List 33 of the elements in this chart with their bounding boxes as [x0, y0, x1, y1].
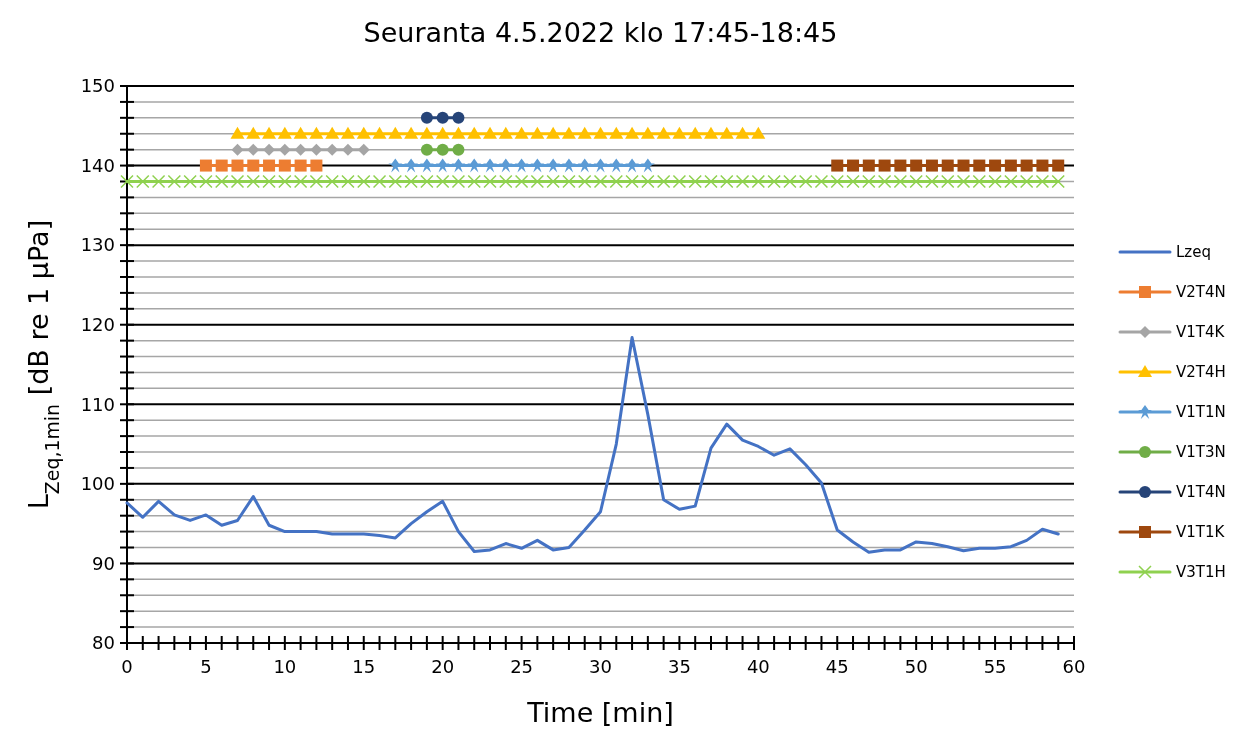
- y-tick-label: 120: [80, 314, 115, 336]
- x-tick-label: 15: [352, 656, 376, 677]
- y-tick-label: 140: [80, 154, 115, 176]
- y-tick-label: 90: [92, 552, 115, 574]
- x-tick-label: 20: [431, 656, 455, 677]
- x-tick-label: 55: [983, 656, 1007, 677]
- legend-label: V1T3N: [1176, 443, 1226, 462]
- x-tick-label: 35: [667, 656, 691, 677]
- x-tick-label: 40: [746, 656, 770, 677]
- y-tick-label: 110: [80, 393, 115, 415]
- y-tick-label: 100: [80, 473, 115, 495]
- y-tick-label: 150: [80, 75, 115, 97]
- x-tick-label: 50: [904, 656, 928, 677]
- legend-label: Lzeq: [1176, 243, 1211, 262]
- y-tick-label: 80: [92, 632, 115, 654]
- y-tick-label: 130: [80, 234, 115, 256]
- legend-label: V1T4K: [1176, 323, 1226, 342]
- legend-label: V3T1H: [1176, 563, 1226, 582]
- x-tick-label: 0: [121, 656, 133, 677]
- x-tick-label: 45: [825, 656, 849, 677]
- x-axis-title: Time [min]: [526, 697, 674, 728]
- legend-label: V1T1N: [1176, 403, 1226, 422]
- line-series: [125, 335, 1060, 554]
- x-tick-label: 30: [589, 656, 612, 677]
- legend-label: V2T4H: [1176, 363, 1226, 382]
- x-tick-label: 25: [510, 656, 534, 677]
- chart-title: Seuranta 4.5.2022 klo 17:45-18:45: [363, 17, 838, 48]
- x-tick-label: 10: [273, 656, 297, 677]
- legend-label: V2T4N: [1176, 283, 1226, 302]
- x-tick-label: 60: [1062, 656, 1086, 677]
- legend-label: V1T1K: [1176, 523, 1226, 542]
- legend-label: V1T4N: [1176, 483, 1226, 502]
- x-tick-label: 5: [200, 656, 212, 677]
